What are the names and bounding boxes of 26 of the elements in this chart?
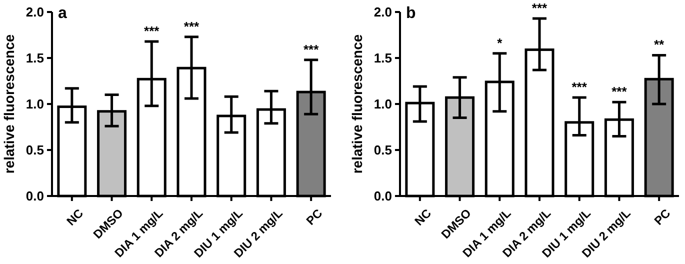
chart-title: a xyxy=(58,5,67,22)
annotation: *** xyxy=(612,84,628,100)
y-tick-label: 0.5 xyxy=(374,142,392,158)
x-tick-label: NC xyxy=(64,206,86,228)
annotation: *** xyxy=(572,80,588,95)
annotation: *** xyxy=(303,42,320,57)
annotation: *** xyxy=(184,18,200,34)
x-tick-label: PC xyxy=(651,206,674,228)
y-tick-label: 1.0 xyxy=(26,96,44,112)
x-tick-label: PC xyxy=(303,206,326,228)
y-tick-label: 1.5 xyxy=(374,50,392,66)
y-tick-label: 1.5 xyxy=(26,50,44,66)
y-tick-label: 0.0 xyxy=(26,188,44,204)
x-tick-label: NC xyxy=(412,206,434,228)
y-tick-label: 2.0 xyxy=(374,4,392,20)
annotation: * xyxy=(497,35,504,50)
chart-title: b xyxy=(406,5,416,22)
annotation: *** xyxy=(532,0,548,16)
y-tick-label: 0.5 xyxy=(26,142,44,158)
y-tick-label: 0.0 xyxy=(374,188,392,204)
y-axis-title: relative fluorescence xyxy=(349,34,365,174)
y-tick-label: 1.0 xyxy=(374,96,392,112)
annotation: *** xyxy=(144,23,160,38)
y-axis-title: relative fluorescence xyxy=(1,34,17,174)
annotation: ** xyxy=(654,37,666,52)
y-tick-label: 2.0 xyxy=(26,4,44,20)
